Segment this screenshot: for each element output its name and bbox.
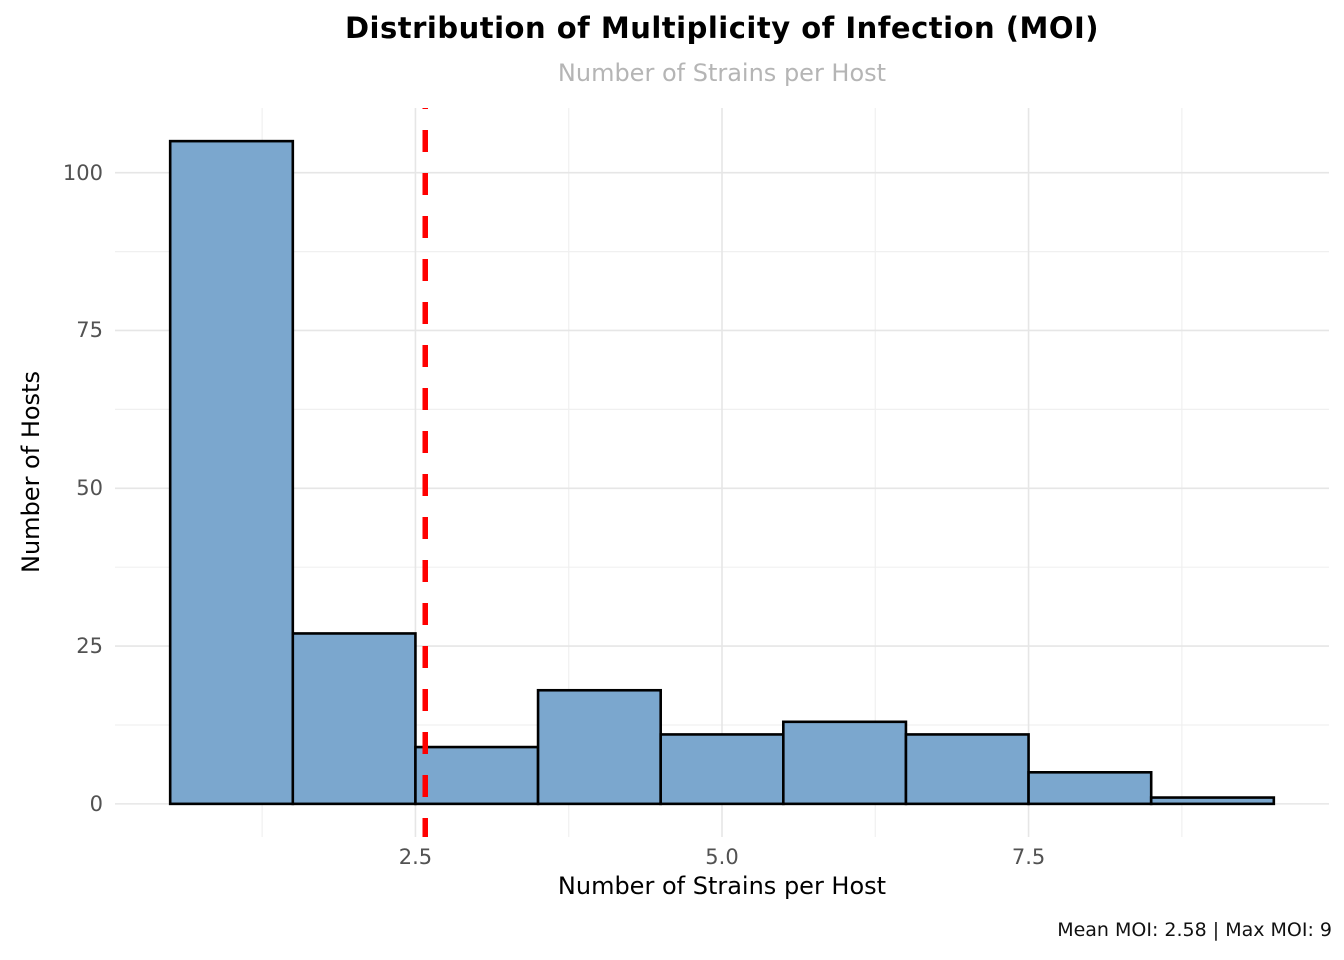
y-tick-label: 25 [76,634,103,659]
chart-title: Distribution of Multiplicity of Infectio… [344,11,1100,45]
histogram-bar [659,733,785,806]
histogram-bar [168,139,295,806]
x-tick-label: 7.5 [1011,845,1046,869]
histogram-bar [536,688,662,806]
y-axis-title: Number of Hosts [17,371,45,573]
histogram-bar [1027,771,1153,806]
x-axis-title: Number of Strains per Host [557,872,887,900]
histogram-bar [291,632,417,806]
chart-caption: Mean MOI: 2.58 | Max MOI: 9 [1057,919,1332,941]
y-tick-label: 0 [89,791,103,816]
histogram-bar [904,733,1030,806]
y-tick-label: 100 [62,160,103,185]
y-tick-label: 75 [76,318,103,343]
plot-panel [115,108,1329,837]
y-tick-label: 50 [76,476,103,501]
x-tick-label: 5.0 [705,845,739,869]
x-tick-label: 2.5 [398,845,433,869]
histogram-bar [414,745,540,806]
histogram-bar [782,720,908,806]
chart-subtitle: Number of Strains per Host [557,59,887,87]
histogram-bar [1149,796,1276,806]
